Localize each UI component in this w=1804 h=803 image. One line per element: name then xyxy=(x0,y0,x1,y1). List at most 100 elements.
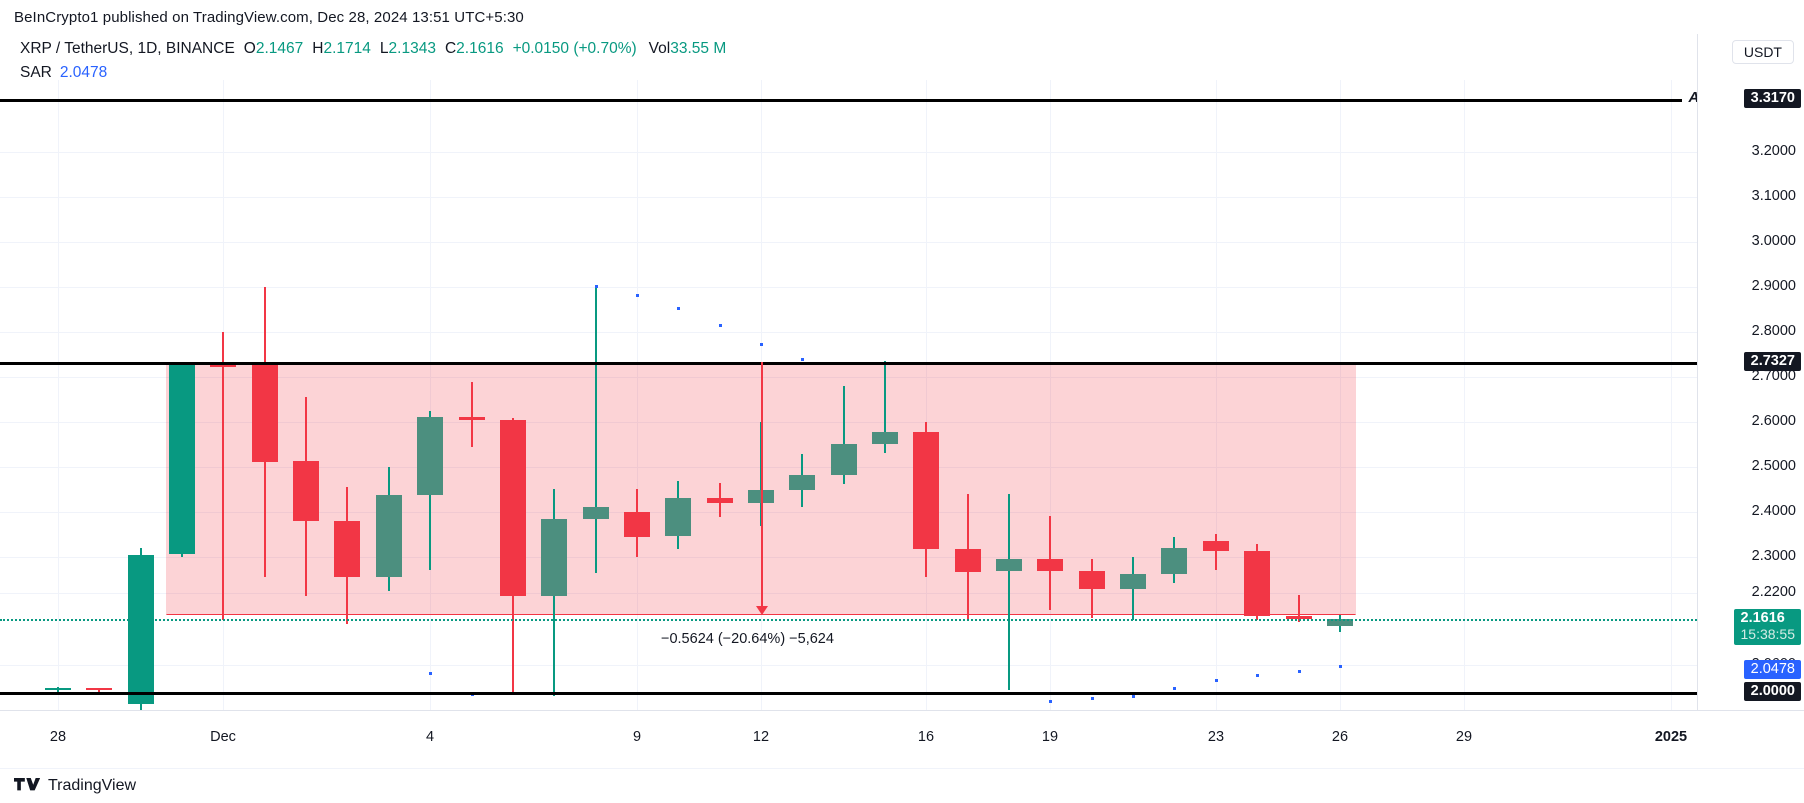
sar-dot xyxy=(760,343,763,346)
sar-dot xyxy=(1173,687,1176,690)
vertical-gridline xyxy=(1340,80,1341,710)
sar-dot xyxy=(719,324,722,327)
vertical-gridline xyxy=(1050,80,1051,710)
footer: TradingView xyxy=(0,768,1804,803)
candle-body xyxy=(913,432,939,549)
horizontal-gridline xyxy=(0,467,1804,468)
badge-time: 15:38:55 xyxy=(1740,626,1796,642)
price-axis-tick: 2.4000 xyxy=(1751,503,1796,519)
all-time-high-line[interactable] xyxy=(0,99,1804,102)
time-axis-tick: Dec xyxy=(210,729,236,745)
vertical-gridline xyxy=(926,80,927,710)
candle-body xyxy=(1120,574,1146,589)
candle-body xyxy=(169,365,195,554)
publish-bar: BeInCrypto1 published on TradingView.com… xyxy=(0,0,1804,34)
time-axis-tick: 2025 xyxy=(1654,729,1688,745)
open-value: O2.1467 xyxy=(243,40,304,57)
candle-wick xyxy=(471,382,473,447)
candle-body xyxy=(624,512,650,537)
candle-wick xyxy=(98,688,100,694)
price-axis-tick: 3.2000 xyxy=(1751,143,1796,159)
candle-body xyxy=(500,420,526,596)
last-price-badge[interactable]: 2.1616 15:38:55 xyxy=(1733,609,1801,645)
sar-dot xyxy=(595,285,598,288)
time-axis-tick: 9 xyxy=(632,729,642,745)
candle-body xyxy=(417,417,443,495)
candle-body xyxy=(1203,541,1229,551)
horizontal-gridline xyxy=(0,557,1804,558)
price-axis-tick: 3.1000 xyxy=(1751,188,1796,204)
legend-symbol-row[interactable]: XRP / TetherUS, 1D, BINANCE O2.1467 H2.1… xyxy=(20,38,1804,60)
sar-dot xyxy=(1256,674,1259,677)
publish-text: BeInCrypto1 published on TradingView.com… xyxy=(14,8,524,26)
horizontal-gridline xyxy=(0,287,1804,288)
horizontal-gridline xyxy=(0,665,1804,666)
time-axis-tick: 4 xyxy=(425,729,435,745)
candle-wick xyxy=(843,386,845,484)
candle-wick xyxy=(884,361,886,453)
time-axis-tick: 28 xyxy=(49,729,67,745)
ohlc-values: O2.1467 H2.1714 L2.1343 C2.1616 xyxy=(244,40,504,58)
vertical-gridline xyxy=(58,80,59,710)
badge-value: 2.0000 xyxy=(1750,683,1795,699)
sar-dot xyxy=(1132,695,1135,698)
price-axis-tick: 2.2200 xyxy=(1751,584,1796,600)
price-axis-tick: 2.9000 xyxy=(1751,278,1796,294)
candle-body xyxy=(583,507,609,519)
horizontal-gridline xyxy=(0,593,1804,594)
price-axis-tick: 2.8000 xyxy=(1751,323,1796,339)
horizontal-gridline xyxy=(0,242,1804,243)
symbol-title[interactable]: XRP / TetherUS, 1D, BINANCE xyxy=(20,40,235,57)
chart-legend: XRP / TetherUS, 1D, BINANCE O2.1467 H2.1… xyxy=(0,34,1804,81)
horizontal-gridline xyxy=(0,422,1804,423)
candle-body xyxy=(252,364,278,462)
horizontal-gridline xyxy=(0,197,1804,198)
sar-dot xyxy=(1215,679,1218,682)
candle-body xyxy=(293,461,319,521)
legend-indicator-row[interactable]: SAR 2.0478 xyxy=(20,62,1804,84)
badge-value: 2.7327 xyxy=(1750,353,1795,369)
sar-dot xyxy=(429,672,432,675)
badge-value: 3.3170 xyxy=(1750,90,1795,106)
sar-badge[interactable]: 2.0478 xyxy=(1743,660,1801,679)
chart-plot-area[interactable]: All-Time High -−0.5624 (−20.64%) −5,624 xyxy=(0,80,1804,710)
resistance-badge[interactable]: 2.7327 xyxy=(1743,352,1801,371)
vertical-gridline xyxy=(1464,80,1465,710)
candle-body xyxy=(1244,551,1270,616)
sar-dot xyxy=(636,294,639,297)
candle-wick xyxy=(1008,494,1010,690)
price-axis-tick: 2.6000 xyxy=(1751,413,1796,429)
time-axis-tick: 29 xyxy=(1455,729,1473,745)
currency-unit-button[interactable]: USDT xyxy=(1731,40,1794,64)
candle-body xyxy=(707,498,733,503)
badge-value: 2.0478 xyxy=(1750,661,1795,677)
candle-body xyxy=(541,519,567,596)
candle-body xyxy=(1327,619,1353,626)
support-line[interactable] xyxy=(0,692,1804,695)
badge-value: 2.1616 xyxy=(1740,610,1785,626)
resistance-line[interactable] xyxy=(0,362,1804,365)
candle-body xyxy=(128,555,154,704)
candle-body xyxy=(86,688,112,690)
horizontal-gridline xyxy=(0,512,1804,513)
sar-indicator-label: SAR xyxy=(20,64,52,81)
candle-body xyxy=(789,475,815,490)
candle-body xyxy=(210,365,236,367)
candle-body xyxy=(459,417,485,420)
time-axis-tick: 12 xyxy=(752,729,770,745)
all-time-high-badge[interactable]: 3.3170 xyxy=(1743,89,1801,108)
candle-wick xyxy=(595,287,597,573)
candle-wick xyxy=(1298,595,1300,622)
vertical-gridline xyxy=(1216,80,1217,710)
price-axis-tick: 3.0000 xyxy=(1751,233,1796,249)
low-value: L2.1343 xyxy=(379,40,436,57)
support-badge[interactable]: 2.0000 xyxy=(1743,682,1801,701)
price-scale[interactable]: USDT 3.2000 3.1000 3.0000 2.9000 2.8000 2.700… xyxy=(1697,34,1804,710)
price-axis-tick: 2.5000 xyxy=(1751,458,1796,474)
candle-body xyxy=(872,432,898,444)
tradingview-logo-icon xyxy=(14,778,40,794)
candle-body xyxy=(996,559,1022,571)
last-price-line xyxy=(0,619,1804,621)
time-scale[interactable]: 28 Dec 4 9 12 16 19 23 26 29 2025 xyxy=(0,710,1804,768)
sar-indicator-value: 2.0478 xyxy=(59,64,108,81)
